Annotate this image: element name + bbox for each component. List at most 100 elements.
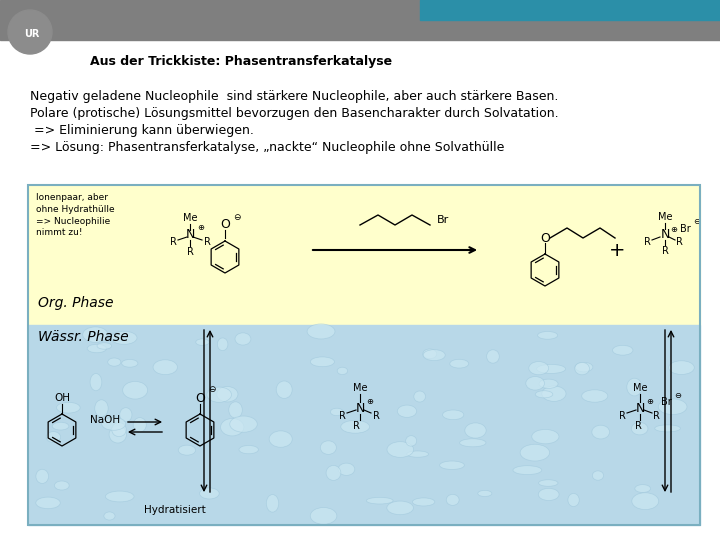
Ellipse shape (465, 423, 486, 438)
Ellipse shape (526, 376, 544, 390)
Text: ⊖: ⊖ (233, 213, 240, 221)
Text: R: R (372, 411, 379, 421)
Bar (28, 325, 700, 525)
Ellipse shape (55, 481, 69, 490)
Ellipse shape (423, 349, 437, 359)
Ellipse shape (239, 446, 258, 454)
Text: R: R (338, 411, 346, 421)
Ellipse shape (536, 364, 565, 374)
Ellipse shape (450, 359, 469, 368)
Text: Negativ geladene Nucleophile  sind stärkere Nucleophile, aber auch stärkere Base: Negativ geladene Nucleophile sind stärke… (30, 90, 559, 103)
Text: O: O (540, 232, 550, 245)
Ellipse shape (102, 417, 125, 430)
Text: ⊕: ⊕ (366, 397, 374, 407)
Text: R: R (652, 411, 660, 421)
Text: Ionenpaar, aber
ohne Hydrathülle
=> Nucleophilie
nimmt zu!: Ionenpaar, aber ohne Hydrathülle => Nucl… (36, 193, 114, 238)
Text: ⊖: ⊖ (693, 218, 701, 226)
Ellipse shape (568, 494, 579, 507)
Ellipse shape (536, 391, 553, 398)
Ellipse shape (337, 367, 348, 375)
Ellipse shape (276, 381, 292, 399)
Ellipse shape (513, 465, 541, 475)
Ellipse shape (153, 360, 177, 375)
Text: Br: Br (680, 224, 690, 234)
Text: N: N (185, 228, 194, 241)
Text: Me: Me (633, 383, 647, 393)
Ellipse shape (487, 350, 499, 363)
Ellipse shape (539, 379, 558, 388)
Text: Me: Me (183, 213, 197, 223)
Ellipse shape (635, 484, 651, 492)
Ellipse shape (459, 439, 486, 447)
Ellipse shape (106, 491, 134, 502)
Ellipse shape (532, 429, 559, 444)
Ellipse shape (387, 442, 413, 457)
Circle shape (8, 10, 52, 54)
Ellipse shape (654, 425, 680, 432)
Ellipse shape (405, 436, 417, 446)
Text: Org. Phase: Org. Phase (38, 296, 114, 310)
Ellipse shape (632, 493, 659, 510)
Ellipse shape (179, 445, 196, 455)
Ellipse shape (387, 501, 413, 515)
Bar (28, 185, 700, 325)
Ellipse shape (407, 451, 428, 457)
Ellipse shape (53, 422, 69, 430)
Ellipse shape (528, 362, 549, 375)
Text: +: + (608, 240, 625, 260)
Ellipse shape (36, 469, 48, 483)
Ellipse shape (120, 408, 132, 422)
Ellipse shape (122, 381, 148, 399)
Ellipse shape (478, 490, 492, 496)
Ellipse shape (423, 350, 445, 361)
Text: OH: OH (54, 393, 70, 403)
Ellipse shape (613, 346, 633, 355)
Bar (420, 0, 720, 20)
Text: R: R (644, 237, 650, 247)
Ellipse shape (207, 387, 231, 402)
Ellipse shape (539, 480, 558, 487)
Text: N: N (660, 228, 670, 241)
Text: => Eliminierung kann überwiegen.: => Eliminierung kann überwiegen. (30, 124, 254, 137)
Ellipse shape (217, 387, 238, 402)
Ellipse shape (217, 338, 228, 350)
Text: R: R (186, 247, 194, 257)
Text: Polare (protische) Lösungsmittel bevorzugen den Basencharakter durch Solvatation: Polare (protische) Lösungsmittel bevorzu… (30, 107, 559, 120)
Text: ⊕: ⊕ (670, 225, 678, 233)
Ellipse shape (658, 399, 687, 415)
Ellipse shape (36, 497, 60, 509)
Text: R: R (618, 411, 626, 421)
Ellipse shape (440, 461, 464, 469)
Text: O: O (220, 219, 230, 232)
Ellipse shape (109, 426, 127, 443)
Ellipse shape (87, 345, 107, 353)
Ellipse shape (592, 425, 610, 439)
Ellipse shape (83, 327, 108, 342)
Ellipse shape (269, 431, 292, 447)
Ellipse shape (413, 498, 435, 506)
Ellipse shape (397, 405, 417, 417)
Ellipse shape (542, 386, 566, 401)
Ellipse shape (230, 416, 257, 432)
Ellipse shape (310, 508, 337, 524)
Text: Br: Br (437, 215, 449, 225)
Ellipse shape (95, 400, 108, 417)
Text: R: R (170, 237, 176, 247)
Ellipse shape (266, 495, 279, 512)
Text: NaOH: NaOH (90, 415, 120, 425)
Text: ⊖: ⊖ (208, 386, 216, 395)
Ellipse shape (57, 402, 80, 413)
Text: N: N (635, 402, 644, 415)
Ellipse shape (199, 488, 219, 499)
Text: Me: Me (658, 212, 672, 222)
Text: Br: Br (661, 397, 671, 407)
Bar (0, 0, 720, 40)
Text: => Lösung: Phasentransferkatalyse, „nackte“ Nucleophile ohne Solvathülle: => Lösung: Phasentransferkatalyse, „nack… (30, 141, 505, 154)
Text: Wässr. Phase: Wässr. Phase (38, 330, 129, 344)
Ellipse shape (196, 339, 209, 346)
Ellipse shape (443, 410, 464, 420)
Ellipse shape (575, 362, 593, 372)
Ellipse shape (669, 361, 694, 374)
Text: R: R (204, 237, 210, 247)
Text: N: N (355, 402, 365, 415)
